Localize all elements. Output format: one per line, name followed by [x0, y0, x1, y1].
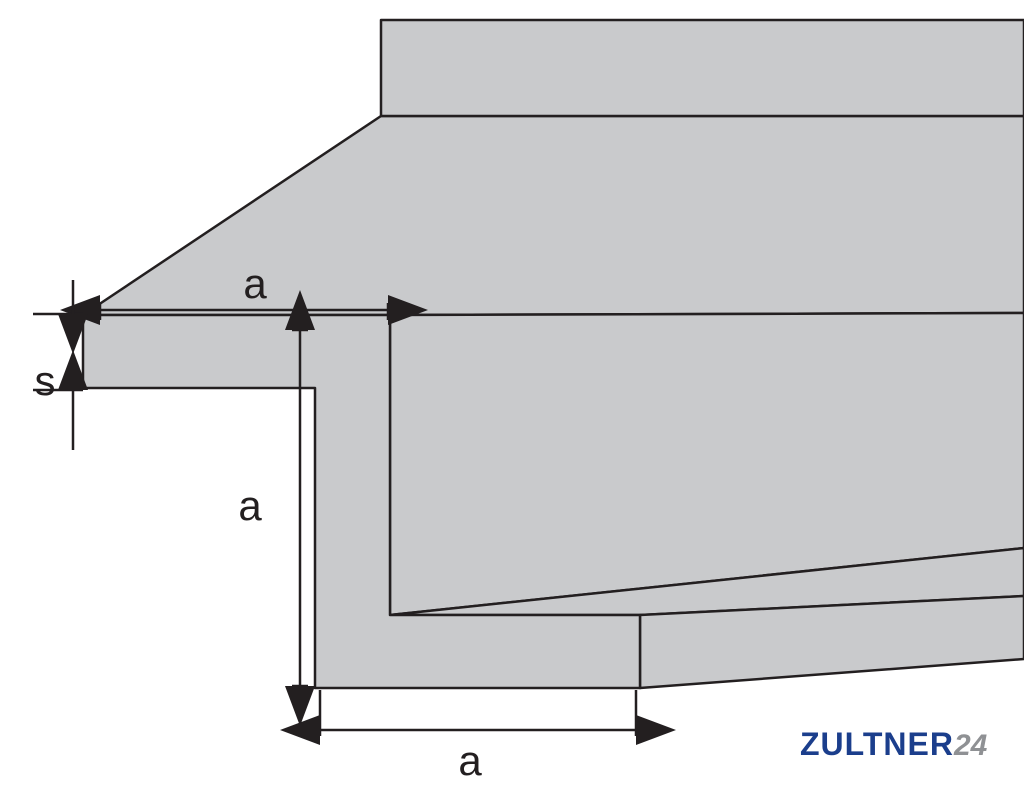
dim-label-s: s — [35, 357, 56, 404]
dim-label-a-top: a — [243, 260, 267, 307]
brand-suffix-text: 24 — [953, 729, 988, 762]
z-profile-body — [83, 20, 1024, 688]
brand-logo: ZULTNER24 — [800, 726, 988, 762]
brand-main-text: ZULTNER — [800, 726, 954, 762]
diagram-canvas: a a a s ZULTNER24 — [0, 0, 1024, 810]
dim-label-a-bottom: a — [458, 737, 482, 784]
dim-label-a-vertical: a — [238, 482, 262, 529]
